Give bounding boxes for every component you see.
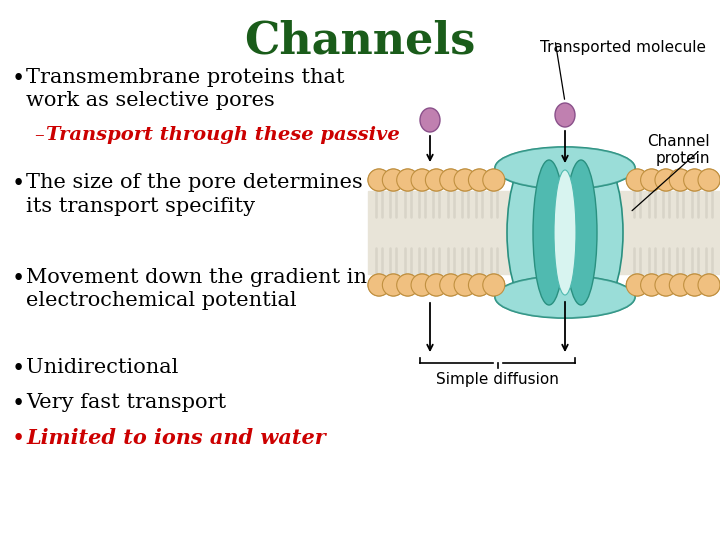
- Ellipse shape: [565, 160, 597, 305]
- Text: •: •: [12, 173, 25, 195]
- Text: Transported molecule: Transported molecule: [540, 40, 706, 55]
- Circle shape: [684, 274, 706, 296]
- Ellipse shape: [495, 147, 635, 189]
- Circle shape: [626, 274, 648, 296]
- Circle shape: [626, 274, 648, 296]
- Circle shape: [483, 274, 505, 296]
- Circle shape: [368, 169, 390, 191]
- Circle shape: [670, 169, 691, 191]
- Circle shape: [440, 274, 462, 296]
- Text: •: •: [12, 268, 25, 290]
- Circle shape: [368, 274, 390, 296]
- Circle shape: [411, 169, 433, 191]
- Circle shape: [655, 274, 677, 296]
- Circle shape: [426, 274, 447, 296]
- Circle shape: [655, 274, 677, 296]
- Ellipse shape: [533, 160, 565, 305]
- Circle shape: [426, 169, 447, 191]
- Text: •: •: [12, 393, 25, 415]
- Circle shape: [426, 169, 447, 191]
- Circle shape: [483, 274, 505, 296]
- Circle shape: [469, 169, 490, 191]
- Circle shape: [698, 169, 720, 191]
- Text: Channels: Channels: [244, 20, 476, 63]
- Ellipse shape: [507, 150, 567, 315]
- Circle shape: [655, 169, 677, 191]
- Circle shape: [440, 274, 462, 296]
- Circle shape: [397, 274, 419, 296]
- Text: The size of the pore determines
its transport specifity: The size of the pore determines its tran…: [26, 173, 363, 215]
- Ellipse shape: [495, 276, 635, 318]
- Circle shape: [382, 274, 405, 296]
- Circle shape: [382, 274, 405, 296]
- Circle shape: [440, 169, 462, 191]
- Circle shape: [440, 169, 462, 191]
- Circle shape: [684, 274, 706, 296]
- Text: •: •: [12, 428, 25, 450]
- Circle shape: [698, 274, 720, 296]
- Circle shape: [411, 274, 433, 296]
- Ellipse shape: [495, 276, 635, 318]
- Circle shape: [684, 169, 706, 191]
- Circle shape: [641, 169, 662, 191]
- Circle shape: [641, 169, 662, 191]
- Text: •: •: [12, 358, 25, 380]
- Ellipse shape: [420, 108, 440, 132]
- Circle shape: [698, 274, 720, 296]
- Ellipse shape: [555, 103, 575, 127]
- Circle shape: [426, 274, 447, 296]
- Text: Transport through these passive: Transport through these passive: [46, 126, 400, 144]
- Ellipse shape: [563, 150, 623, 315]
- Circle shape: [411, 169, 433, 191]
- Circle shape: [411, 274, 433, 296]
- Circle shape: [397, 169, 419, 191]
- Text: Very fast transport: Very fast transport: [26, 393, 226, 412]
- Circle shape: [469, 274, 490, 296]
- Circle shape: [397, 274, 419, 296]
- Circle shape: [670, 274, 691, 296]
- Circle shape: [469, 274, 490, 296]
- Bar: [368, 191, 720, 274]
- Circle shape: [368, 274, 390, 296]
- Circle shape: [382, 169, 405, 191]
- Circle shape: [368, 169, 390, 191]
- Text: Channel
protein: Channel protein: [647, 134, 710, 166]
- Circle shape: [483, 169, 505, 191]
- Text: Unidirectional: Unidirectional: [26, 358, 179, 377]
- Circle shape: [670, 169, 691, 191]
- Circle shape: [454, 169, 476, 191]
- Circle shape: [698, 169, 720, 191]
- Ellipse shape: [495, 147, 635, 189]
- Text: •: •: [12, 68, 25, 90]
- Ellipse shape: [554, 170, 576, 295]
- Text: Simple diffusion: Simple diffusion: [436, 372, 559, 387]
- Circle shape: [454, 274, 476, 296]
- Circle shape: [684, 169, 706, 191]
- Circle shape: [454, 169, 476, 191]
- Text: –: –: [34, 126, 44, 144]
- Circle shape: [626, 169, 648, 191]
- Circle shape: [641, 274, 662, 296]
- Circle shape: [469, 169, 490, 191]
- Text: Transmembrane proteins that
work as selective pores: Transmembrane proteins that work as sele…: [26, 68, 344, 111]
- Circle shape: [655, 169, 677, 191]
- Circle shape: [382, 169, 405, 191]
- Circle shape: [670, 274, 691, 296]
- Bar: [537, 155, 593, 310]
- Circle shape: [641, 274, 662, 296]
- Circle shape: [483, 169, 505, 191]
- Circle shape: [626, 169, 648, 191]
- Circle shape: [454, 274, 476, 296]
- Circle shape: [397, 169, 419, 191]
- Text: Movement down the gradient in
electrochemical potential: Movement down the gradient in electroche…: [26, 268, 367, 310]
- Text: Limited to ions and water: Limited to ions and water: [26, 428, 325, 448]
